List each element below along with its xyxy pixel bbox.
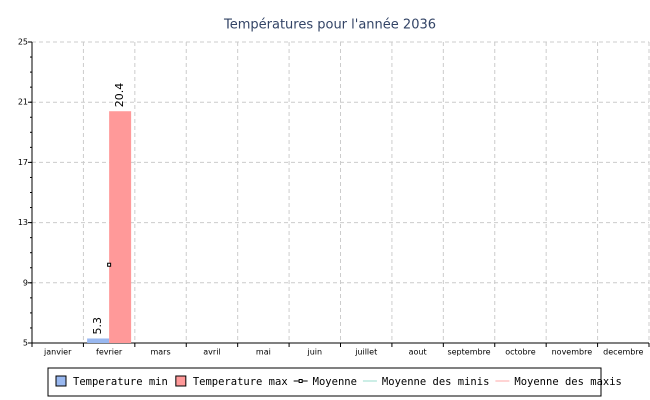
point-marker — [107, 262, 112, 267]
x-tick-label: juin — [306, 348, 322, 357]
y-tick-label: 9 — [23, 278, 28, 287]
x-tick-label: mars — [150, 348, 170, 357]
x-tick-label: novembre — [552, 348, 593, 357]
chart-title: Températures pour l'année 2036 — [223, 18, 436, 33]
y-tick-label: 21 — [18, 98, 28, 107]
y-tick-label: 13 — [18, 218, 28, 227]
bar — [87, 338, 110, 343]
legend-label: Temperature max — [193, 376, 288, 388]
x-tick-label: fevrier — [96, 348, 123, 357]
y-tick-label: 5 — [23, 339, 28, 348]
legend-label: Moyenne des maxis — [514, 376, 621, 388]
y-tick-label: 17 — [18, 158, 28, 167]
x-tick-label: avril — [203, 348, 220, 357]
data-label: 20.4 — [113, 83, 126, 108]
bar — [109, 111, 132, 343]
legend-swatch — [55, 375, 67, 387]
x-tick-label: mai — [256, 348, 271, 357]
x-tick-label: juillet — [354, 348, 377, 357]
legend-label: Temperature min — [73, 376, 168, 388]
legend-box — [47, 367, 602, 397]
legend-label: Moyenne des minis — [382, 376, 489, 388]
x-tick-label: septembre — [447, 348, 490, 357]
legend-swatch — [175, 375, 187, 387]
legend-marker — [298, 379, 303, 383]
x-tick-label: decembre — [603, 348, 643, 357]
x-tick-label: janvier — [43, 348, 72, 357]
x-tick-label: aout — [409, 348, 427, 357]
x-tick-label: octobre — [505, 348, 536, 357]
legend-label: Moyenne — [313, 376, 357, 388]
y-tick-label: 25 — [18, 38, 28, 47]
data-label: 5.3 — [91, 317, 104, 335]
